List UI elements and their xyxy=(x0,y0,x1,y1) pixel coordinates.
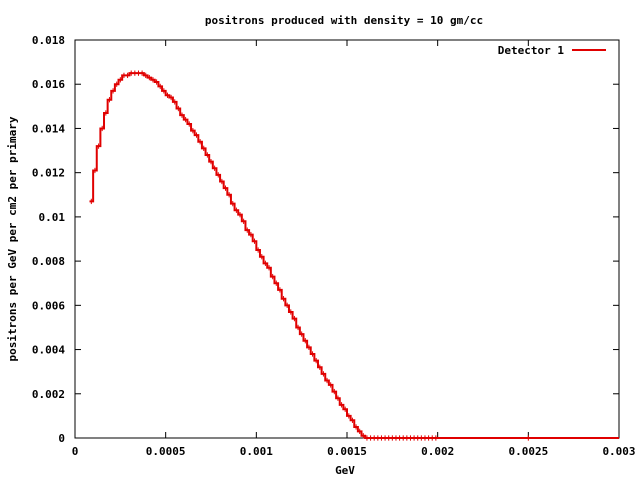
y-tick-label: 0.01 xyxy=(39,211,66,224)
x-tick-label: 0.001 xyxy=(240,445,273,458)
legend-label: Detector 1 xyxy=(498,44,565,57)
x-axis: 0 0.0005 0.001 0.0015 0.002 0.0025 0.003 xyxy=(72,40,636,458)
x-tick-label: 0.003 xyxy=(602,445,635,458)
y-tick-label: 0.004 xyxy=(32,344,65,357)
x-tick-label: 0.0005 xyxy=(146,445,186,458)
x-tick-label: 0.002 xyxy=(421,445,454,458)
y-tick-label: 0.014 xyxy=(32,122,65,135)
y-tick-label: 0 xyxy=(58,432,65,445)
y-tick-label: 0.002 xyxy=(32,388,65,401)
chart-title: positrons produced with density = 10 gm/… xyxy=(205,14,483,27)
x-tick-label: 0.0025 xyxy=(508,445,548,458)
plot-frame xyxy=(74,39,620,439)
y-tick-label: 0.008 xyxy=(32,255,65,268)
y-tick-label: 0.018 xyxy=(32,34,65,47)
x-tick-label: 0.0015 xyxy=(327,445,367,458)
y-tick-label: 0.016 xyxy=(32,78,65,91)
y-axis-label: positrons per GeV per cm2 per primary xyxy=(6,116,19,361)
legend: Detector 1 xyxy=(498,44,606,57)
series-line-detector-1 xyxy=(89,72,619,439)
x-tick-label: 0 xyxy=(72,445,79,458)
y-tick-label: 0.006 xyxy=(32,299,65,312)
y-axis: 0 0.002 0.004 0.006 0.008 0.01 0.012 0.014 0.016… xyxy=(32,34,619,445)
y-tick-label: 0.012 xyxy=(32,167,65,180)
x-axis-label: GeV xyxy=(335,464,355,477)
series-layer xyxy=(89,70,619,441)
